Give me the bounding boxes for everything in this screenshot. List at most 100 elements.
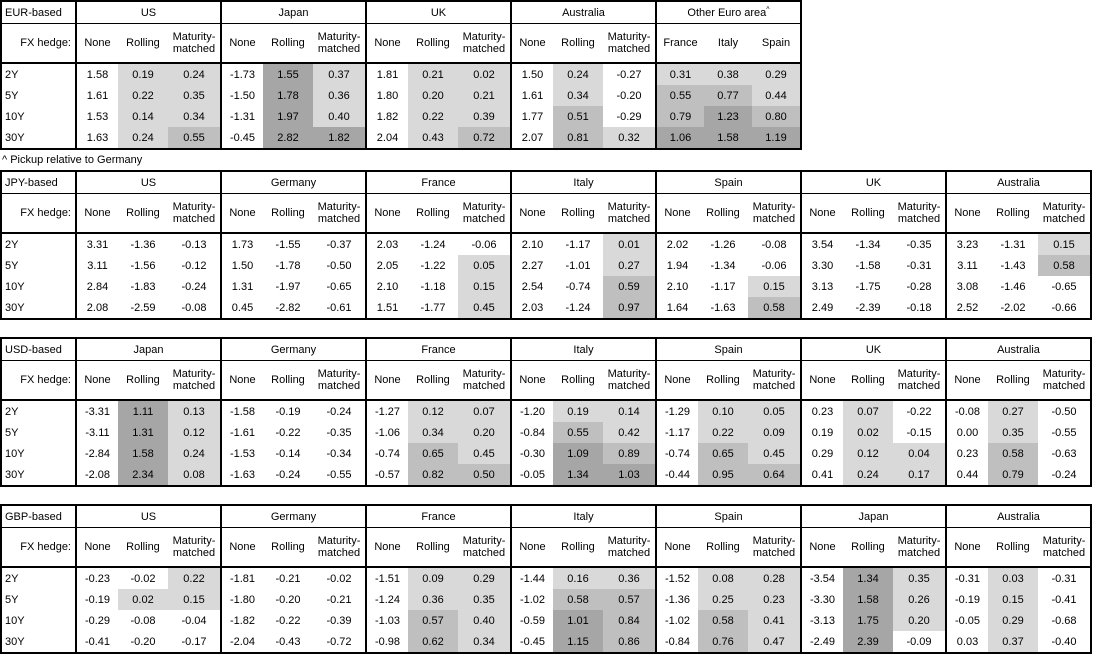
col-header-rolling: Rolling: [553, 23, 603, 64]
value-cell: 0.16: [553, 567, 603, 589]
value-cell: -0.24: [326, 405, 352, 418]
col-header-maturity-matched: Maturity-matched: [748, 360, 801, 401]
col-header-maturity-matched: Maturity-matched: [168, 527, 221, 568]
col-header-none: None: [220, 193, 263, 234]
value-cell: 0.36: [408, 589, 458, 610]
value-cell: 0.22: [168, 567, 221, 589]
value-cell: 0.12: [408, 400, 458, 422]
tenor-label-5y: 5Y: [1, 255, 77, 276]
data-table: USD-based Japan Germany France Italy Spain UK A…: [0, 337, 1092, 487]
value-cell: -0.45: [510, 631, 553, 653]
fx-hedge-label: FX hedge:: [1, 193, 77, 234]
country-header-japan: Japan: [220, 1, 366, 24]
value-cell: 0.35: [458, 589, 511, 610]
value-cell: -0.19: [275, 405, 301, 418]
country-header-italy: Italy: [510, 505, 656, 528]
value-cell: -1.75: [855, 280, 881, 293]
col-header-rolling: Rolling: [118, 193, 168, 234]
value-cell: -0.84: [510, 422, 553, 443]
value-cell: 1.15: [553, 631, 603, 653]
value-cell: 0.05: [748, 400, 801, 422]
value-cell: 0.37: [313, 63, 366, 85]
col-header-none: None: [220, 23, 263, 64]
country-header-spain: Spain: [655, 505, 801, 528]
value-cell: 0.19: [800, 422, 843, 443]
value-cell: -0.65: [1051, 280, 1077, 293]
value-cell: 0.00: [945, 422, 988, 443]
value-cell: -1.24: [565, 301, 591, 314]
value-cell: 1.63: [75, 127, 118, 149]
value-cell: 3.08: [945, 276, 988, 297]
value-cell: 3.11: [75, 255, 118, 276]
value-cell: -0.20: [130, 635, 156, 648]
value-cell: 0.57: [408, 610, 458, 631]
country-header-france: France: [365, 171, 511, 194]
value-cell: -0.20: [616, 89, 642, 102]
value-cell: -0.19: [945, 589, 988, 610]
value-cell: 0.39: [458, 106, 511, 127]
value-cell: 0.44: [945, 464, 988, 486]
value-cell: 3.31: [75, 233, 118, 255]
col-header-rolling: Rolling: [263, 360, 313, 401]
value-cell: 0.04: [893, 443, 946, 464]
col-header-rolling: Rolling: [843, 193, 893, 234]
col-header-rolling: Rolling: [408, 23, 458, 64]
value-cell: 0.24: [168, 63, 221, 85]
value-cell: -0.23: [75, 567, 118, 589]
footnote-marker: ^: [766, 5, 770, 13]
usd-based-table: USD-based Japan Germany France Italy Spain UK A…: [0, 337, 1094, 487]
value-cell: 1.31: [118, 422, 168, 443]
value-cell: 1.82: [365, 106, 408, 127]
value-cell: -0.21: [326, 593, 352, 606]
col-header-maturity-matched: Maturity-matched: [1038, 360, 1091, 401]
value-cell: -0.50: [326, 259, 352, 272]
value-cell: 1.64: [655, 297, 698, 319]
tenor-label-10y: 10Y: [1, 443, 77, 464]
base-currency-label: GBP-based: [1, 505, 77, 528]
value-cell: 0.12: [843, 443, 893, 464]
country-header-australia: Australia: [945, 171, 1091, 194]
value-cell: 0.34: [553, 85, 603, 106]
value-cell: 2.10: [510, 233, 553, 255]
col-header-maturity-matched: Maturity-matched: [893, 360, 946, 401]
value-cell: 0.24: [118, 127, 168, 149]
value-cell: 2.10: [655, 276, 698, 297]
col-header-none: None: [510, 23, 553, 64]
value-cell: 0.15: [1038, 233, 1091, 255]
value-cell: 2.27: [510, 255, 553, 276]
value-cell: -0.29: [75, 610, 118, 631]
value-cell: -1.56: [130, 259, 156, 272]
tenor-label-5y: 5Y: [1, 85, 77, 106]
tenor-label-2y: 2Y: [1, 63, 77, 85]
tenor-label-2y: 2Y: [1, 567, 77, 589]
value-cell: 0.62: [408, 631, 458, 653]
value-cell: -0.55: [326, 468, 352, 481]
col-header-maturity-matched: Maturity-matched: [748, 193, 801, 234]
value-cell: 0.03: [945, 631, 988, 653]
fx-hedge-label: FX hedge:: [1, 360, 77, 401]
value-cell: 0.03: [988, 567, 1038, 589]
value-cell: -2.59: [130, 301, 156, 314]
value-cell: -0.74: [655, 443, 698, 464]
col-header-maturity-matched: Maturity-matched: [603, 360, 656, 401]
value-cell: 0.24: [553, 63, 603, 85]
country-header-australia: Australia: [945, 338, 1091, 361]
col-header-none: None: [945, 193, 988, 234]
col-header-rolling: Rolling: [698, 193, 748, 234]
value-cell: -0.19: [75, 589, 118, 610]
value-cell: -0.35: [326, 426, 352, 439]
col-header-none: None: [655, 193, 698, 234]
value-cell: -0.14: [275, 447, 301, 460]
jpy-based-table: JPY-based US Germany France Italy Spain UK Aust…: [0, 170, 1094, 320]
value-cell: -1.53: [220, 443, 263, 464]
gbp-based-table: GBP-based US Germany France Italy Spain Japan A…: [0, 504, 1094, 654]
value-cell: 2.54: [510, 276, 553, 297]
value-cell: -1.31: [220, 106, 263, 127]
value-cell: 0.07: [458, 400, 511, 422]
value-cell: -2.49: [800, 631, 843, 653]
data-table: JPY-based US Germany France Italy Spain UK Aust…: [0, 170, 1092, 320]
value-cell: 0.45: [220, 297, 263, 319]
value-cell: -0.68: [1051, 614, 1077, 627]
value-cell: -1.58: [220, 400, 263, 422]
col-header-spain: Spain: [752, 23, 801, 64]
